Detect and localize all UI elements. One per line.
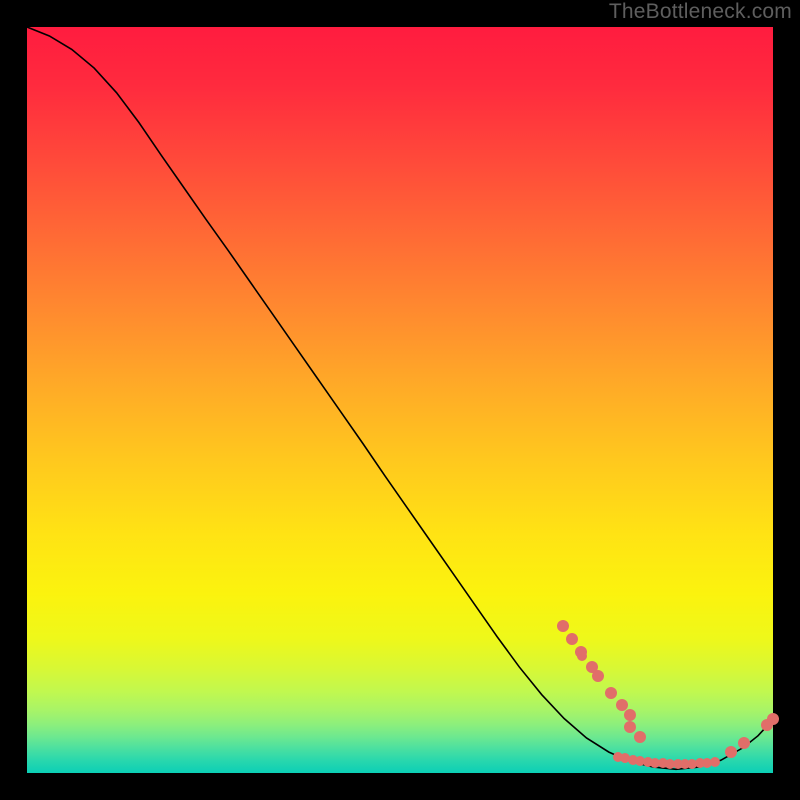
data-point xyxy=(767,713,779,725)
gradient-background xyxy=(27,27,773,773)
data-point xyxy=(605,687,617,699)
data-point xyxy=(624,721,636,733)
data-point xyxy=(557,620,569,632)
plot-area xyxy=(27,27,773,773)
watermark-text: TheBottleneck.com xyxy=(609,0,792,24)
data-point xyxy=(592,670,604,682)
data-point xyxy=(710,757,720,767)
data-point xyxy=(738,737,750,749)
curve-line xyxy=(27,27,773,769)
data-point xyxy=(624,709,636,721)
data-point xyxy=(634,731,646,743)
data-point xyxy=(725,746,737,758)
data-point xyxy=(577,651,587,661)
chart-svg xyxy=(27,27,773,773)
chart-container: TheBottleneck.com xyxy=(0,0,800,800)
data-point xyxy=(566,633,578,645)
